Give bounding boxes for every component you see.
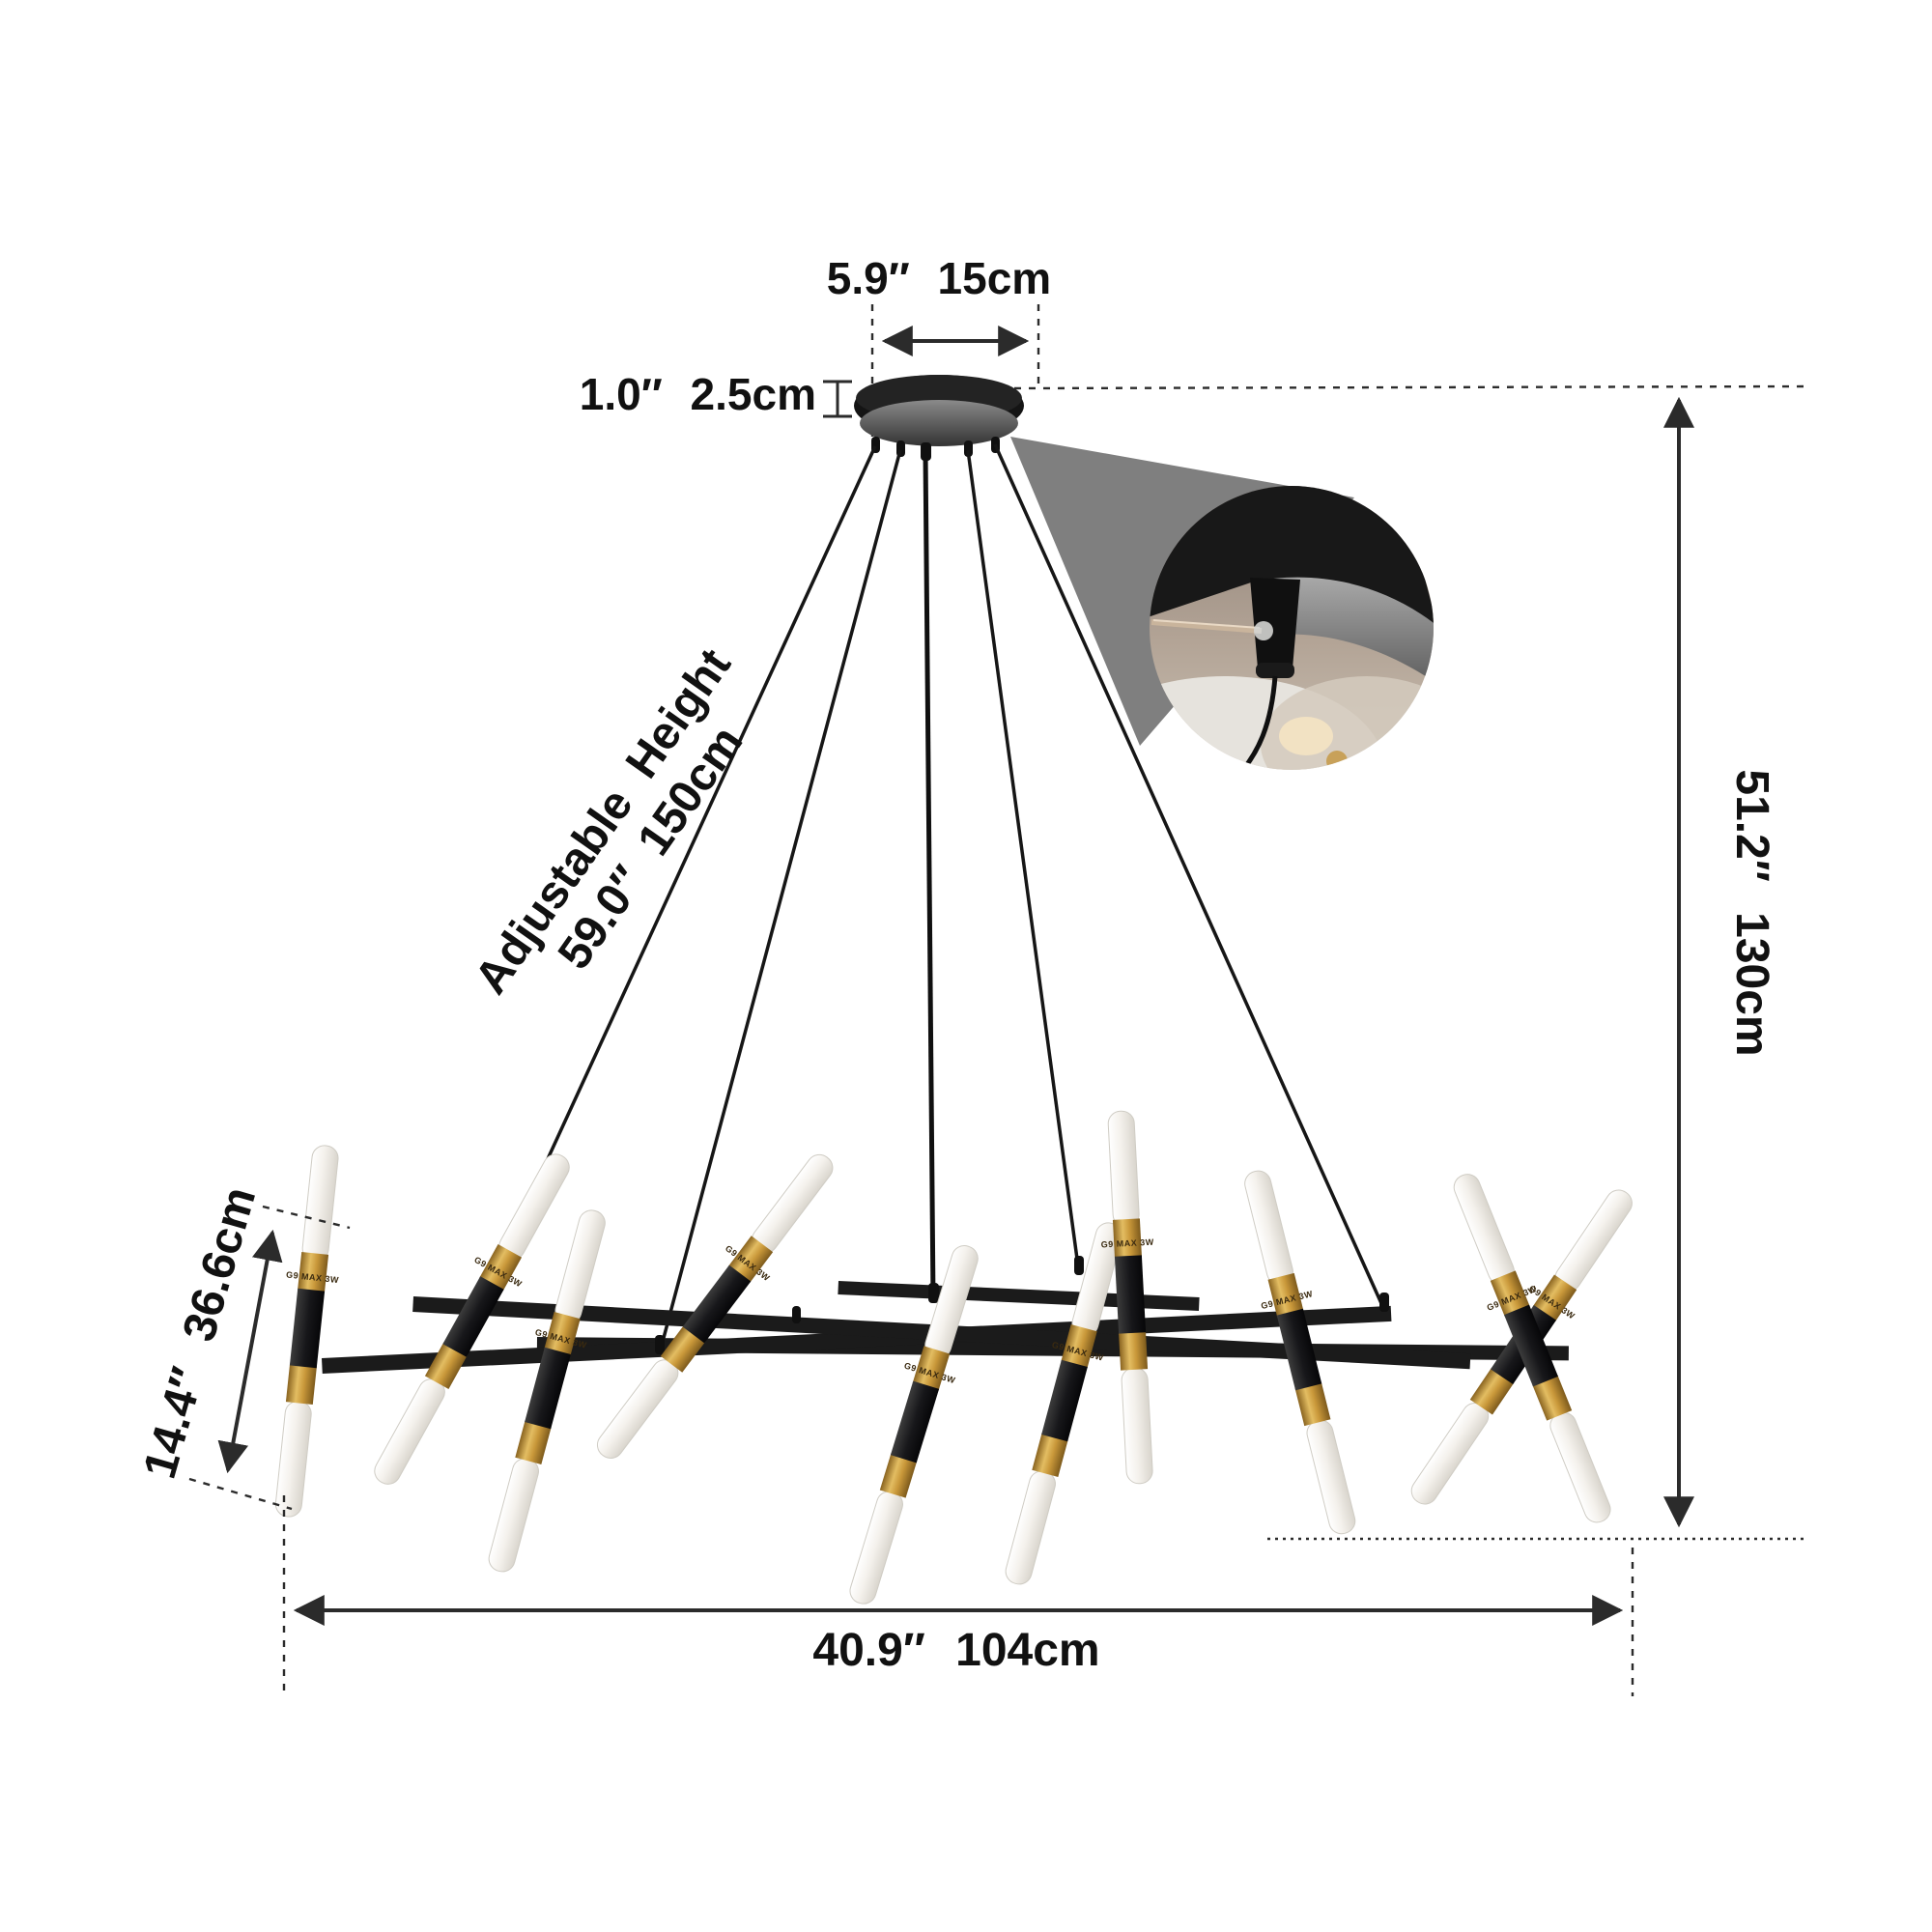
top-reference-dashed-line	[1013, 384, 1805, 390]
total-height-dimension: 51.2″ 130cm	[1267, 396, 1804, 1541]
canopy-width-dimension: 5.9″ 15cm	[827, 253, 1051, 437]
ceiling-canopy	[854, 375, 1024, 461]
fixture-width-label: 40.9″ 104cm	[812, 1625, 1099, 1676]
tube-light	[581, 1141, 849, 1472]
total-height-label: 51.2″ 130cm	[1726, 769, 1777, 1056]
fixture-height-label: 14.4″ 36.6cm	[134, 1181, 267, 1484]
adjustable-height-label: Adjustable Height 59.0″ 150cm	[466, 639, 753, 1003]
tube-light	[989, 1215, 1139, 1591]
canopy-height-label: 1.0″ 2.5cm	[580, 369, 816, 419]
fixture-width-dimension: 40.9″ 104cm	[282, 1495, 1634, 1696]
tube-light	[260, 1142, 354, 1520]
canopy-width-label: 5.9″ 15cm	[827, 253, 1051, 303]
canopy-height-dimension: 1.0″ 2.5cm	[580, 369, 852, 419]
